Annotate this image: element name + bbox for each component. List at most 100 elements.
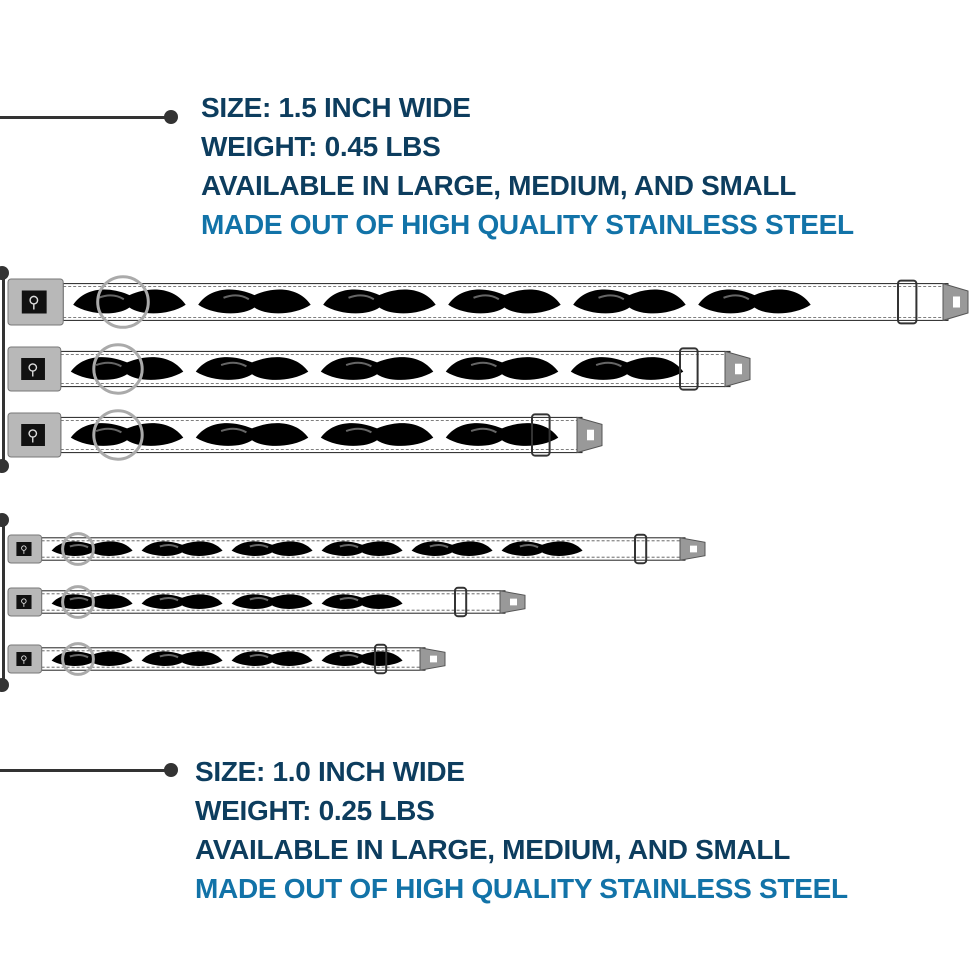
mustache-highlight bbox=[339, 544, 359, 549]
d-ring bbox=[61, 532, 95, 566]
mustache-icon bbox=[445, 423, 559, 446]
tongue-slot bbox=[953, 296, 960, 308]
narrow-availability: AVAILABLE IN LARGE, MEDIUM, AND SMALL bbox=[195, 834, 791, 865]
mustache-icon bbox=[70, 423, 184, 446]
bone-icon: ⚲ bbox=[20, 597, 27, 608]
mustache-highlight bbox=[470, 427, 497, 434]
mustache-highlight bbox=[220, 361, 247, 368]
mustache-highlight bbox=[598, 294, 625, 301]
bone-icon: ⚲ bbox=[20, 654, 27, 665]
mustache-highlight bbox=[429, 544, 449, 549]
slider bbox=[454, 586, 468, 618]
mustache-highlight bbox=[345, 361, 372, 368]
mustache-icon bbox=[320, 423, 434, 446]
wide-material: MADE OUT OF HIGH QUALITY STAINLESS STEEL bbox=[201, 209, 854, 240]
slider bbox=[679, 347, 699, 391]
mustache-icon bbox=[573, 289, 686, 314]
tongue-slot bbox=[587, 429, 594, 441]
mustache-highlight bbox=[339, 597, 359, 602]
mustache-highlight bbox=[159, 597, 179, 602]
d-ring bbox=[61, 642, 95, 676]
bracket-dot bbox=[0, 513, 9, 527]
mustache-icon bbox=[70, 357, 184, 380]
collar: ⚲ bbox=[7, 585, 526, 619]
mustache-icon bbox=[698, 289, 811, 314]
bracket-wide bbox=[2, 274, 5, 466]
buckle-badge bbox=[16, 652, 32, 666]
mustache-icon bbox=[198, 289, 311, 314]
d-ring bbox=[92, 409, 144, 461]
mustache-highlight bbox=[249, 544, 269, 549]
mustache-highlight bbox=[159, 654, 179, 659]
mustache-highlight bbox=[95, 361, 122, 368]
wide-availability: AVAILABLE IN LARGE, MEDIUM, AND SMALL bbox=[201, 170, 797, 201]
narrow-material: MADE OUT OF HIGH QUALITY STAINLESS STEEL bbox=[195, 873, 848, 904]
mustache-highlight bbox=[69, 654, 89, 659]
mustache-highlight bbox=[223, 294, 250, 301]
mustache-highlight bbox=[220, 427, 247, 434]
buckle-badge bbox=[21, 424, 45, 446]
mustache-icon bbox=[323, 289, 436, 314]
narrow-weight: WEIGHT: 0.25 LBS bbox=[195, 795, 435, 826]
mustache-icon bbox=[320, 357, 434, 380]
d-ring bbox=[96, 275, 150, 329]
mustache-highlight bbox=[95, 427, 122, 434]
bone-icon: ⚲ bbox=[27, 360, 38, 378]
leader-dot-narrow bbox=[164, 763, 178, 777]
collar: ⚲ bbox=[7, 642, 446, 676]
bracket-dot bbox=[0, 678, 9, 692]
mustache-icon bbox=[73, 289, 186, 314]
narrow-size: SIZE: 1.0 INCH WIDE bbox=[195, 756, 465, 787]
leader-line-wide bbox=[0, 116, 170, 119]
mustache-highlight bbox=[473, 294, 500, 301]
tongue-slot bbox=[690, 545, 697, 553]
buckle-badge bbox=[16, 542, 32, 556]
bracket-dot bbox=[0, 459, 9, 473]
slider bbox=[531, 413, 551, 457]
buckle-badge bbox=[21, 290, 47, 314]
mustache-highlight bbox=[345, 427, 372, 434]
wide-size: SIZE: 1.5 INCH WIDE bbox=[201, 92, 471, 123]
bone-icon: ⚲ bbox=[28, 293, 40, 312]
mustache-icon bbox=[570, 357, 684, 380]
mustache-icon bbox=[195, 423, 309, 446]
mustache-highlight bbox=[69, 544, 89, 549]
bone-icon: ⚲ bbox=[27, 426, 38, 444]
leader-dot-wide bbox=[164, 110, 178, 124]
d-ring bbox=[61, 585, 95, 619]
mustache-highlight bbox=[69, 597, 89, 602]
wide-weight: WEIGHT: 0.45 LBS bbox=[201, 131, 441, 162]
collar: ⚲ bbox=[7, 275, 969, 329]
mustache-highlight bbox=[519, 544, 539, 549]
mustache-highlight bbox=[249, 597, 269, 602]
mustache-icon bbox=[448, 289, 561, 314]
mustache-icon bbox=[195, 357, 309, 380]
mustache-icon bbox=[445, 357, 559, 380]
leader-line-narrow bbox=[0, 769, 170, 772]
collar: ⚲ bbox=[7, 532, 706, 566]
slider bbox=[634, 533, 648, 565]
bone-icon: ⚲ bbox=[20, 544, 27, 555]
buckle-badge bbox=[16, 595, 32, 609]
collar: ⚲ bbox=[7, 343, 751, 395]
bracket-narrow bbox=[2, 520, 5, 685]
bracket-dot bbox=[0, 266, 9, 280]
tongue-slot bbox=[430, 655, 437, 663]
tongue-slot bbox=[735, 363, 742, 375]
narrow-collar-specs: SIZE: 1.0 INCH WIDE WEIGHT: 0.25 LBS AVA… bbox=[195, 752, 848, 908]
d-ring bbox=[92, 343, 144, 395]
mustache-highlight bbox=[348, 294, 375, 301]
wide-collar-specs: SIZE: 1.5 INCH WIDE WEIGHT: 0.45 LBS AVA… bbox=[201, 88, 854, 244]
mustache-highlight bbox=[249, 654, 269, 659]
tongue-slot bbox=[510, 598, 517, 606]
mustache-highlight bbox=[339, 654, 359, 659]
mustache-highlight bbox=[98, 294, 125, 301]
slider bbox=[374, 643, 388, 675]
mustache-highlight bbox=[595, 361, 622, 368]
slider bbox=[897, 279, 918, 325]
buckle-badge bbox=[21, 358, 45, 380]
mustache-highlight bbox=[470, 361, 497, 368]
mustache-highlight bbox=[159, 544, 179, 549]
mustache-highlight bbox=[723, 294, 750, 301]
